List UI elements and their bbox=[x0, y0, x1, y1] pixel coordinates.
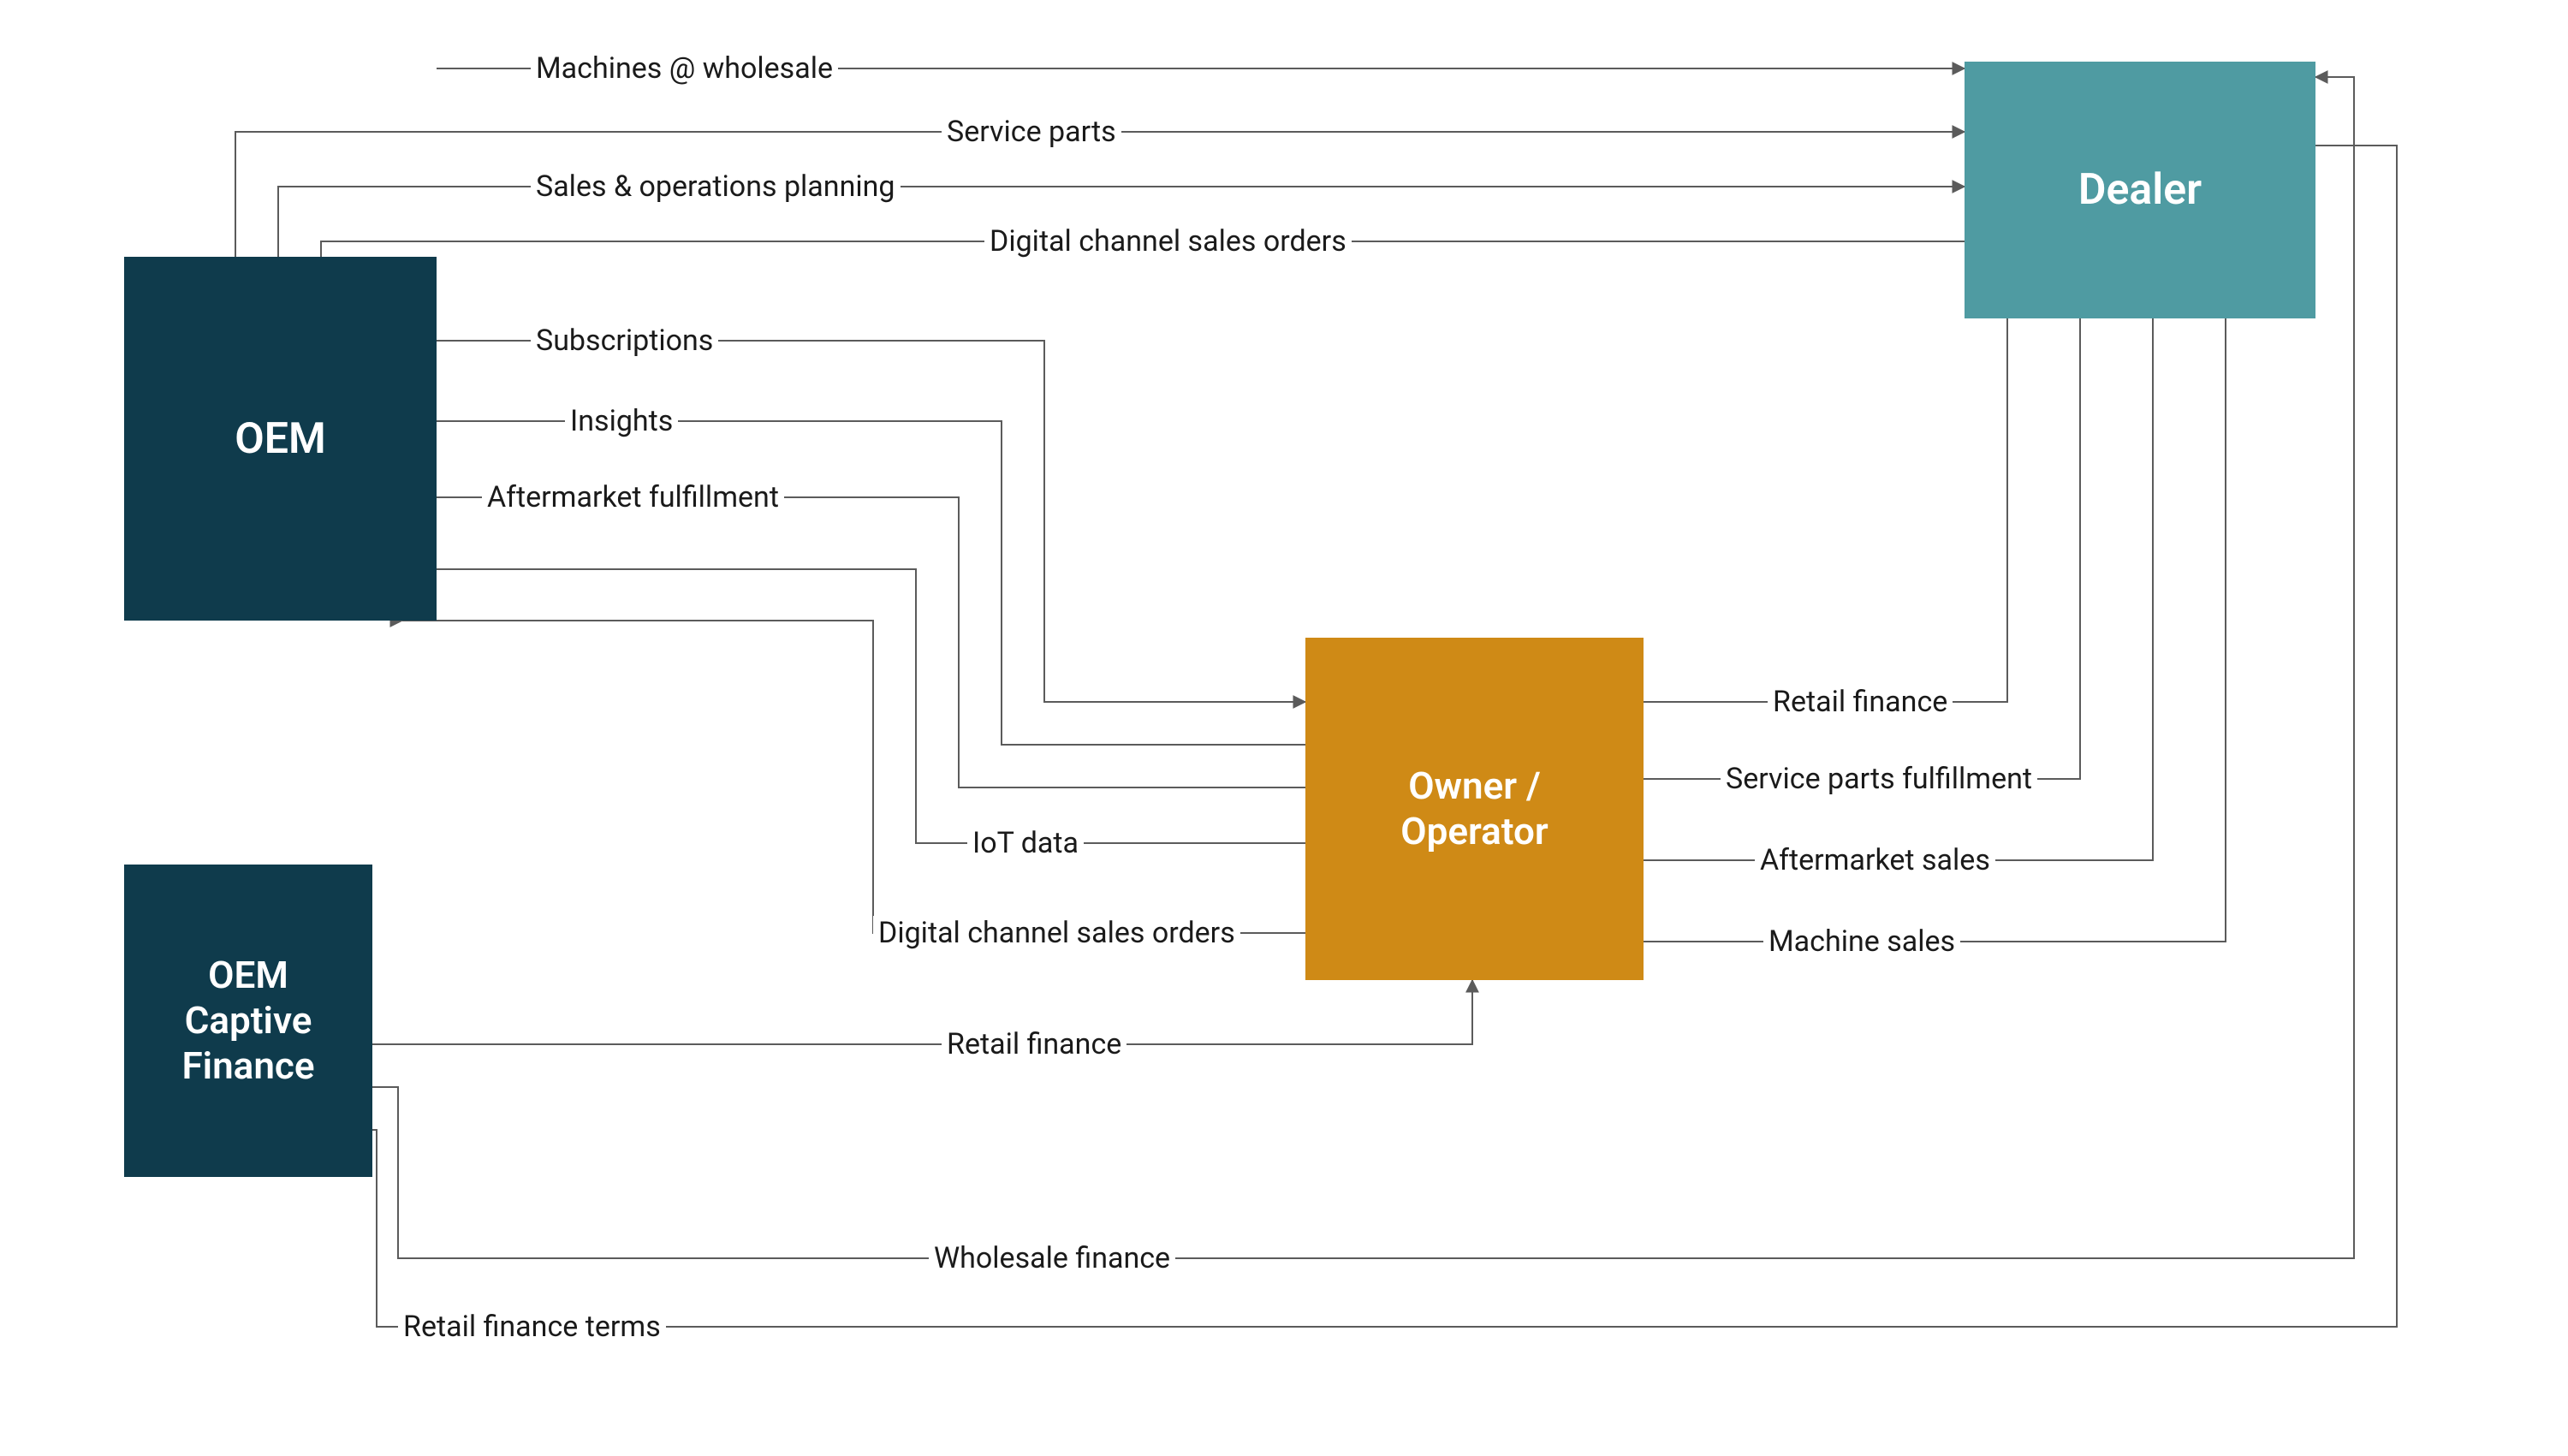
edge-label-insights: Insights bbox=[565, 404, 678, 438]
edge-label-aftermarket-sales: Aftermarket sales bbox=[1755, 843, 1995, 877]
edge-insights bbox=[437, 421, 1305, 745]
edge-label-aftermarket-fulfillment: Aftermarket fulfillment bbox=[482, 480, 784, 514]
node-oem: OEM bbox=[124, 257, 437, 621]
edge-label-retail-finance-dealer: Retail finance bbox=[1768, 685, 1953, 719]
diagram-canvas: OEM OEMCaptiveFinance Owner /Operator De… bbox=[0, 0, 2568, 1456]
edge-label-sales-ops-planning: Sales & operations planning bbox=[531, 169, 901, 204]
edge-label-retail-finance-captive: Retail finance bbox=[942, 1027, 1126, 1061]
edge-iot-data bbox=[437, 569, 1305, 843]
edge-label-wholesale-finance: Wholesale finance bbox=[929, 1241, 1175, 1275]
edge-label-machine-sales: Machine sales bbox=[1763, 924, 1960, 959]
edge-label-service-parts-fulfillment: Service parts fulfillment bbox=[1721, 762, 2037, 796]
node-dealer-label: Dealer bbox=[2078, 164, 2202, 216]
node-owner: Owner /Operator bbox=[1305, 638, 1644, 980]
edge-label-machines-wholesale: Machines @ wholesale bbox=[531, 51, 838, 86]
node-oem-captive-label: OEMCaptiveFinance bbox=[181, 953, 314, 1088]
node-oem-label: OEM bbox=[235, 413, 325, 465]
edge-label-subscriptions: Subscriptions bbox=[531, 324, 718, 358]
edge-label-retail-finance-terms: Retail finance terms bbox=[398, 1310, 666, 1344]
edge-digital-channel-owner bbox=[402, 621, 1305, 933]
edge-label-iot-data: IoT data bbox=[967, 826, 1084, 860]
edge-retail-finance-captive bbox=[372, 980, 1472, 1044]
node-dealer: Dealer bbox=[1965, 62, 2315, 318]
edge-label-service-parts: Service parts bbox=[942, 115, 1121, 149]
edge-retail-finance-dealer bbox=[1644, 318, 2007, 702]
node-oem-captive: OEMCaptiveFinance bbox=[124, 865, 372, 1177]
edge-subscriptions bbox=[437, 341, 1305, 702]
node-owner-label: Owner /Operator bbox=[1400, 764, 1548, 854]
edge-label-digital-channel-dealer: Digital channel sales orders bbox=[984, 224, 1352, 259]
edge-label-digital-channel-owner: Digital channel sales orders bbox=[873, 916, 1240, 950]
